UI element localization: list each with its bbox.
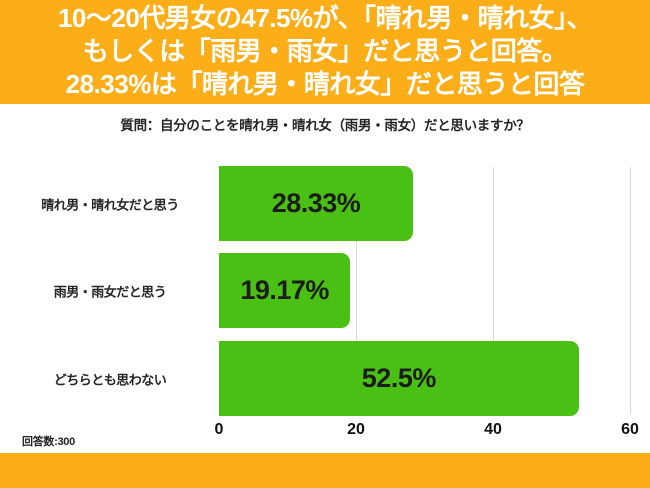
headline-line-3: 28.33%は「晴れ男・晴れ女」だと思うと回答: [65, 69, 585, 99]
bar-value-label: 28.33%: [271, 188, 361, 218]
bar-2: 52.5%: [219, 341, 579, 416]
category-label: どちらとも思わない: [53, 372, 167, 387]
bar-1: 19.17%: [219, 253, 351, 328]
x-axis-tick-label: 20: [347, 421, 365, 438]
chart-question-title: 質問：自分のことを晴れ男・晴れ女（雨男・雨女）だと思いますか？: [120, 118, 530, 133]
x-axis-tick-label: 60: [621, 421, 639, 438]
bar-0: 28.33%: [219, 166, 414, 241]
bar-value-label: 19.17%: [240, 275, 329, 305]
footer-banner: [0, 453, 650, 488]
bar-value-label: 52.5%: [361, 363, 437, 393]
headline-line-2: もしくは「雨男・雨女」だと思うと回答。: [82, 36, 568, 66]
headline-line-1: 10〜20代男女の47.5%が、「晴れ男・晴れ女」、: [57, 3, 593, 33]
category-label: 雨男・雨女だと思う: [53, 284, 167, 299]
gridline-40: [493, 167, 494, 414]
header-banner: 10〜20代男女の47.5%が、「晴れ男・晴れ女」、 もしくは「雨男・雨女」だと…: [0, 0, 650, 104]
category-label: 晴れ男・晴れ女だと思う: [41, 197, 179, 212]
gridline-60: [630, 167, 631, 414]
x-axis-tick-label: 0: [214, 421, 224, 438]
x-axis-tick-label: 40: [484, 421, 502, 438]
sample-size-note: 回答数:300: [22, 436, 75, 448]
gridline-20: [356, 167, 357, 414]
